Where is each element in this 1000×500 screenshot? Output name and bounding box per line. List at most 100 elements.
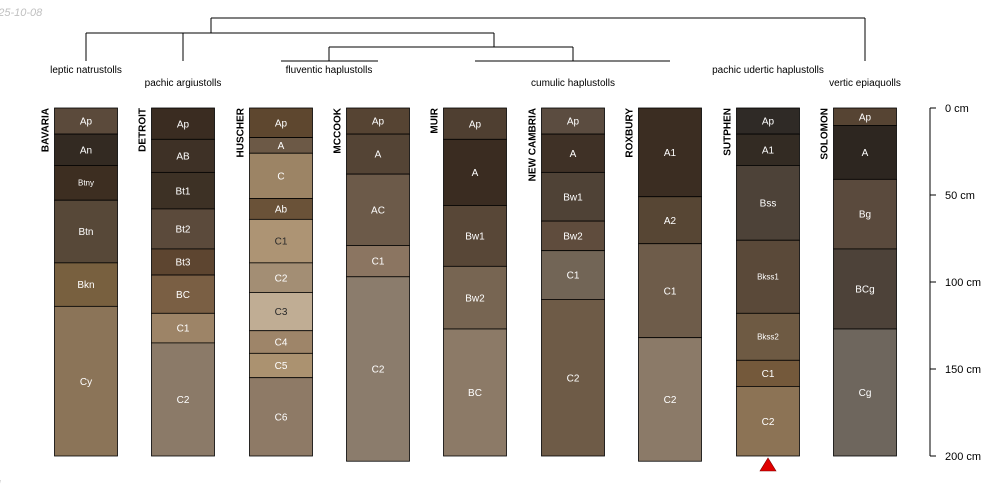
soil-profile: Ap AB Bt1 Bt2 Bt3 BC C1 C2 DETROIT xyxy=(138,107,215,457)
horizon xyxy=(249,107,313,138)
profile-name: MCCOOK xyxy=(333,107,344,153)
horizon-label: C5 xyxy=(275,361,288,372)
horizon-label: BCg xyxy=(855,285,874,296)
horizon-label: C1 xyxy=(567,271,580,282)
horizon-label: A xyxy=(472,168,479,179)
horizon xyxy=(541,220,605,252)
horizon-label: C2 xyxy=(275,273,288,284)
horizon xyxy=(151,312,215,344)
horizon xyxy=(151,171,215,210)
group-label-cumulic: cumulic haplustolls xyxy=(531,78,615,89)
horizon xyxy=(833,248,897,330)
depth-tick-label: 100 cm xyxy=(945,277,981,289)
horizon-label: A1 xyxy=(664,148,677,159)
horizon-label: Btn xyxy=(78,227,93,238)
horizon xyxy=(541,298,605,457)
horizon-label: Ap xyxy=(859,112,872,123)
horizon-label: Bt3 xyxy=(175,258,190,269)
depth-tick-label: 50 cm xyxy=(945,190,975,202)
horizon-label: C2 xyxy=(567,373,580,384)
profile-name: ROXBURY xyxy=(625,108,636,158)
horizon xyxy=(736,239,800,314)
profile-name: NEW CAMBRIA xyxy=(528,108,539,181)
horizon-label: Bkss2 xyxy=(757,333,779,342)
horizon xyxy=(833,178,897,250)
horizon-label: Cg xyxy=(859,388,872,399)
soil-profile: Ap A Bw1 Bw2 BC MUIR xyxy=(430,107,507,457)
depth-tick-label: 200 cm xyxy=(945,451,981,463)
horizon xyxy=(54,107,118,135)
horizon xyxy=(346,107,410,135)
horizon-label: C4 xyxy=(275,338,288,349)
horizon-label: Ap xyxy=(372,117,385,128)
horizon xyxy=(736,385,800,457)
horizon xyxy=(346,173,410,246)
horizon xyxy=(736,312,800,361)
horizon xyxy=(54,305,118,457)
horizon xyxy=(249,352,313,379)
horizon-label: C2 xyxy=(762,417,775,428)
horizon-label: Ap xyxy=(177,119,190,130)
horizon xyxy=(736,165,800,241)
horizon xyxy=(151,248,215,276)
horizon-label: Ap xyxy=(762,117,775,128)
horizon-label: A xyxy=(375,150,382,161)
horizon-label: C2 xyxy=(664,395,677,406)
profiles: Ap An Btny Btn Bkn Cy BAVARIA Ap AB Bt1 Bt2 Bt3 BC C1… xyxy=(41,107,897,462)
group-label-leptic: leptic natrustolls xyxy=(50,65,122,76)
horizon-label: A xyxy=(570,149,577,160)
horizon xyxy=(151,274,215,314)
horizon-label: Bw2 xyxy=(465,293,485,304)
horizon-label: Btny xyxy=(78,179,94,188)
profile-name: SOLOMON xyxy=(820,108,831,160)
soil-profile: Ap A1 Bss Bkss1 Bkss2 C1 C2 SUTPHEN xyxy=(723,107,800,457)
markers xyxy=(759,457,777,472)
horizon-label: C3 xyxy=(275,307,288,318)
soil-profile: Ap A Bg BCg Cg SOLOMON xyxy=(820,107,897,457)
soil-profile: Ap An Btny Btn Bkn Cy BAVARIA xyxy=(41,107,118,457)
horizon xyxy=(833,125,897,180)
horizon-label: Cy xyxy=(80,377,92,388)
depth-tick-label: 0 cm xyxy=(945,103,969,115)
soil-profile: Ap A AC C1 C2 MCCOOK xyxy=(333,107,410,462)
horizon-label: Ap xyxy=(469,119,482,130)
horizon-label: Ab xyxy=(275,205,288,216)
horizon-label: Bss xyxy=(760,198,777,209)
horizon xyxy=(541,171,605,222)
group-label-fluventic: fluventic haplustolls xyxy=(286,65,373,76)
horizon xyxy=(443,205,507,267)
horizon xyxy=(249,377,313,457)
horizon xyxy=(638,196,702,245)
horizon-label: Bt2 xyxy=(175,225,190,236)
horizon xyxy=(54,133,118,166)
horizon xyxy=(736,107,800,135)
horizon xyxy=(346,276,410,462)
horizon xyxy=(541,250,605,300)
horizon xyxy=(54,262,118,307)
horizon-label: AC xyxy=(371,205,385,216)
depth-tick-label: 150 cm xyxy=(945,364,981,376)
horizon-label: C1 xyxy=(372,257,385,268)
group-label-pachic-argiustolls: pachic argiustolls xyxy=(145,78,222,89)
horizon xyxy=(736,133,800,166)
date-stamp: 2025-10-08 xyxy=(0,7,43,19)
horizon-label: A xyxy=(862,148,869,159)
dendrogram: leptic natrustolls pachic argiustolls fl… xyxy=(50,17,901,89)
horizon-label: Bg xyxy=(859,210,871,221)
horizon xyxy=(541,107,605,135)
horizon xyxy=(54,165,118,201)
soil-profile: Ap A C Ab C1 C2 C3 C4 C5 C6 HUSCHER xyxy=(236,107,313,457)
horizon-label: C1 xyxy=(275,237,288,248)
horizon-label: Bw1 xyxy=(465,231,485,242)
horizon xyxy=(443,328,507,457)
horizon xyxy=(541,133,605,173)
horizon xyxy=(346,245,410,278)
horizon xyxy=(151,208,215,250)
horizon-label: Ap xyxy=(275,118,288,129)
horizon xyxy=(638,107,702,198)
horizon-label: C1 xyxy=(664,286,677,297)
horizon xyxy=(249,218,313,264)
horizon-label: A2 xyxy=(664,216,677,227)
horizon xyxy=(249,152,313,199)
